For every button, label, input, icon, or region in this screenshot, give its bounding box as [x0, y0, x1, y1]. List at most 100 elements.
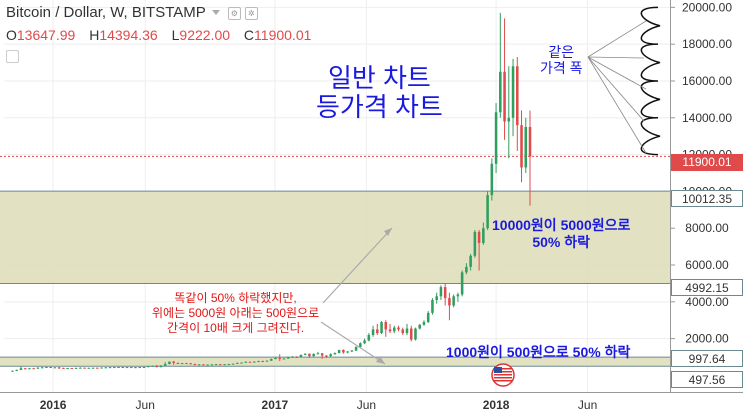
price-tick-label: 6000.00	[685, 258, 729, 272]
candle-body	[253, 361, 256, 363]
candle-body	[388, 329, 392, 332]
candle-body	[214, 364, 218, 366]
candle-body	[108, 367, 112, 369]
candle-body	[210, 364, 214, 366]
gear-icon[interactable]: ✲	[244, 6, 258, 20]
candle-body	[163, 364, 167, 366]
candle-body	[443, 287, 447, 299]
collapse-toggle-button[interactable]	[6, 50, 19, 63]
candle-body	[418, 324, 421, 329]
price-band	[0, 357, 670, 367]
candle-body	[117, 366, 120, 368]
candle-body	[520, 125, 523, 168]
candle-body	[359, 343, 362, 347]
flag-icon	[491, 363, 515, 387]
candle-body	[303, 353, 307, 355]
price-band	[0, 191, 670, 284]
candle-body	[528, 126, 532, 157]
candle-body	[121, 366, 125, 368]
flag-stripe	[494, 374, 512, 376]
annotation-arrows	[320, 227, 393, 365]
candle-body	[70, 368, 74, 370]
brace-curve	[640, 6, 661, 156]
current-price-tag: 11900.01	[671, 154, 743, 171]
candle-body	[227, 364, 231, 366]
ohlc-low-value: 9222.00	[179, 27, 231, 43]
candle-body	[87, 367, 91, 369]
candle-body	[494, 112, 498, 164]
candle-body	[435, 296, 438, 300]
candle-body	[499, 71, 502, 113]
candle-body	[414, 328, 417, 340]
annotation-title: 일반 차트 등가격 차트	[316, 64, 443, 122]
candle-body	[197, 364, 201, 366]
time-tick-label: Jun	[136, 398, 155, 412]
price-tick-label: 8000.00	[685, 221, 729, 235]
candle-body	[452, 296, 455, 306]
candle-body	[325, 355, 328, 357]
candle-body	[113, 367, 116, 369]
annotation-title-line2: 등가격 차트	[316, 92, 443, 122]
candle-body	[125, 367, 129, 369]
candle-body	[219, 364, 222, 366]
candle-body	[291, 356, 294, 358]
candle-body	[138, 367, 142, 369]
candle-body	[333, 352, 337, 355]
candle-body	[507, 117, 511, 122]
candle-body	[129, 367, 133, 369]
candle-body	[371, 329, 375, 335]
brace-pointer-line	[587, 56, 645, 122]
candle-body	[257, 361, 260, 363]
candle-body	[350, 350, 354, 352]
candle-body	[392, 327, 396, 332]
candle-body	[104, 367, 108, 369]
candle-body	[354, 346, 358, 351]
candle-body	[342, 350, 345, 353]
price-tick-label: 16000.00	[682, 74, 732, 88]
candle-body	[286, 357, 290, 359]
flag-stripe	[494, 377, 512, 379]
price-bands	[0, 190, 670, 367]
settings-icon[interactable]: ⚙	[227, 6, 241, 20]
candle-body	[346, 351, 349, 353]
candle-body	[28, 368, 31, 370]
candle-body	[202, 364, 205, 366]
candle-body	[240, 362, 243, 364]
candle-body	[511, 66, 515, 118]
candle-body	[473, 231, 477, 256]
arrow-down-head	[376, 356, 385, 364]
candles	[11, 12, 532, 372]
price-axis: 2000.004000.006000.008000.0010000.001200…	[670, 0, 743, 414]
small-band-bottom-tag: 497.56	[671, 371, 743, 388]
candle-body	[53, 367, 57, 369]
candle-body	[189, 363, 192, 365]
chart-title: Bitcoin / Dollar, W, BITSTAMP	[6, 4, 206, 21]
flag-stripe	[494, 380, 512, 382]
candle-body	[482, 228, 485, 243]
annotation-big-drop-line1: 10000원이 5000원으로	[492, 217, 631, 233]
candle-body	[96, 367, 99, 369]
ohlc-open-value: 13647.99	[16, 27, 76, 43]
candle-body	[172, 361, 175, 363]
candle-body	[405, 328, 409, 334]
flag-stripe	[494, 371, 512, 373]
candle-body	[168, 361, 171, 365]
candle-body	[278, 357, 282, 359]
candle-body	[74, 367, 78, 369]
candle-body	[155, 365, 158, 368]
candle-body	[66, 368, 69, 370]
candle-body	[269, 359, 273, 361]
candle-body	[456, 294, 460, 297]
candle-body	[176, 362, 180, 364]
big-band-top-tag: 10012.35	[671, 190, 743, 207]
candle-body	[159, 365, 163, 368]
ohlc-close-key: C	[243, 27, 255, 43]
time-tick-label: Jun	[578, 398, 597, 412]
chevron-down-icon[interactable]	[211, 9, 220, 15]
time-tick-label: Jun	[357, 398, 376, 412]
candle-body	[460, 272, 464, 295]
candle-body	[231, 363, 235, 365]
brace-pointer-line	[587, 56, 645, 59]
candle-body	[193, 364, 197, 366]
